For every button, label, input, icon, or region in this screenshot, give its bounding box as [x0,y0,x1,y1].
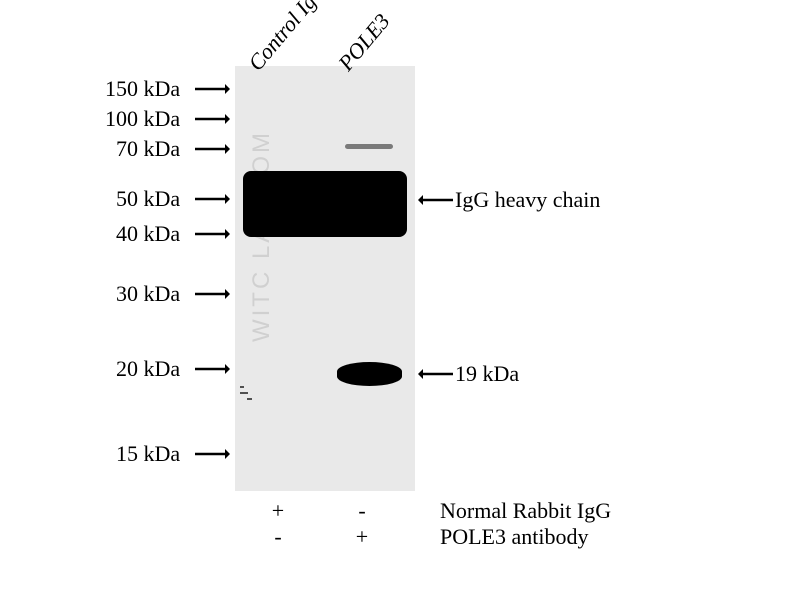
annotation-heavy-chain: IgG heavy chain [455,187,600,213]
label-normal-rabbit-igg: Normal Rabbit IgG [440,498,611,524]
western-blot-figure: WITC LAB COM 150 kDa 100 kDa 70 kDa 50 k… [0,0,800,600]
tick-mark [240,386,244,388]
arrow-icon [195,287,230,301]
marker-15: 15 kDa [116,441,180,467]
arrow-icon [195,362,230,376]
arrow-icon [195,112,230,126]
matrix-r1c2: - [352,498,372,524]
arrow-icon [418,193,453,207]
lane-control-igg: Control IgG [243,0,332,76]
marker-20: 20 kDa [116,356,180,382]
arrow-icon [195,227,230,241]
arrow-icon [195,447,230,461]
label-pole3-antibody: POLE3 antibody [440,524,589,550]
tick-mark [247,398,252,400]
faint-band [345,144,393,149]
tick-mark [240,392,248,394]
marker-100: 100 kDa [105,106,180,132]
marker-50: 50 kDa [116,186,180,212]
marker-40: 40 kDa [116,221,180,247]
annotation-19kda: 19 kDa [455,361,519,387]
igg-heavy-chain-band [243,171,407,237]
marker-70: 70 kDa [116,136,180,162]
pole3-band [337,362,402,386]
arrow-icon [195,142,230,156]
arrow-icon [195,82,230,96]
arrow-icon [195,192,230,206]
matrix-r2c1: - [268,524,288,550]
marker-150: 150 kDa [105,76,180,102]
arrow-icon [418,367,453,381]
marker-30: 30 kDa [116,281,180,307]
matrix-r1c1: + [268,498,288,524]
matrix-r2c2: + [352,524,372,550]
